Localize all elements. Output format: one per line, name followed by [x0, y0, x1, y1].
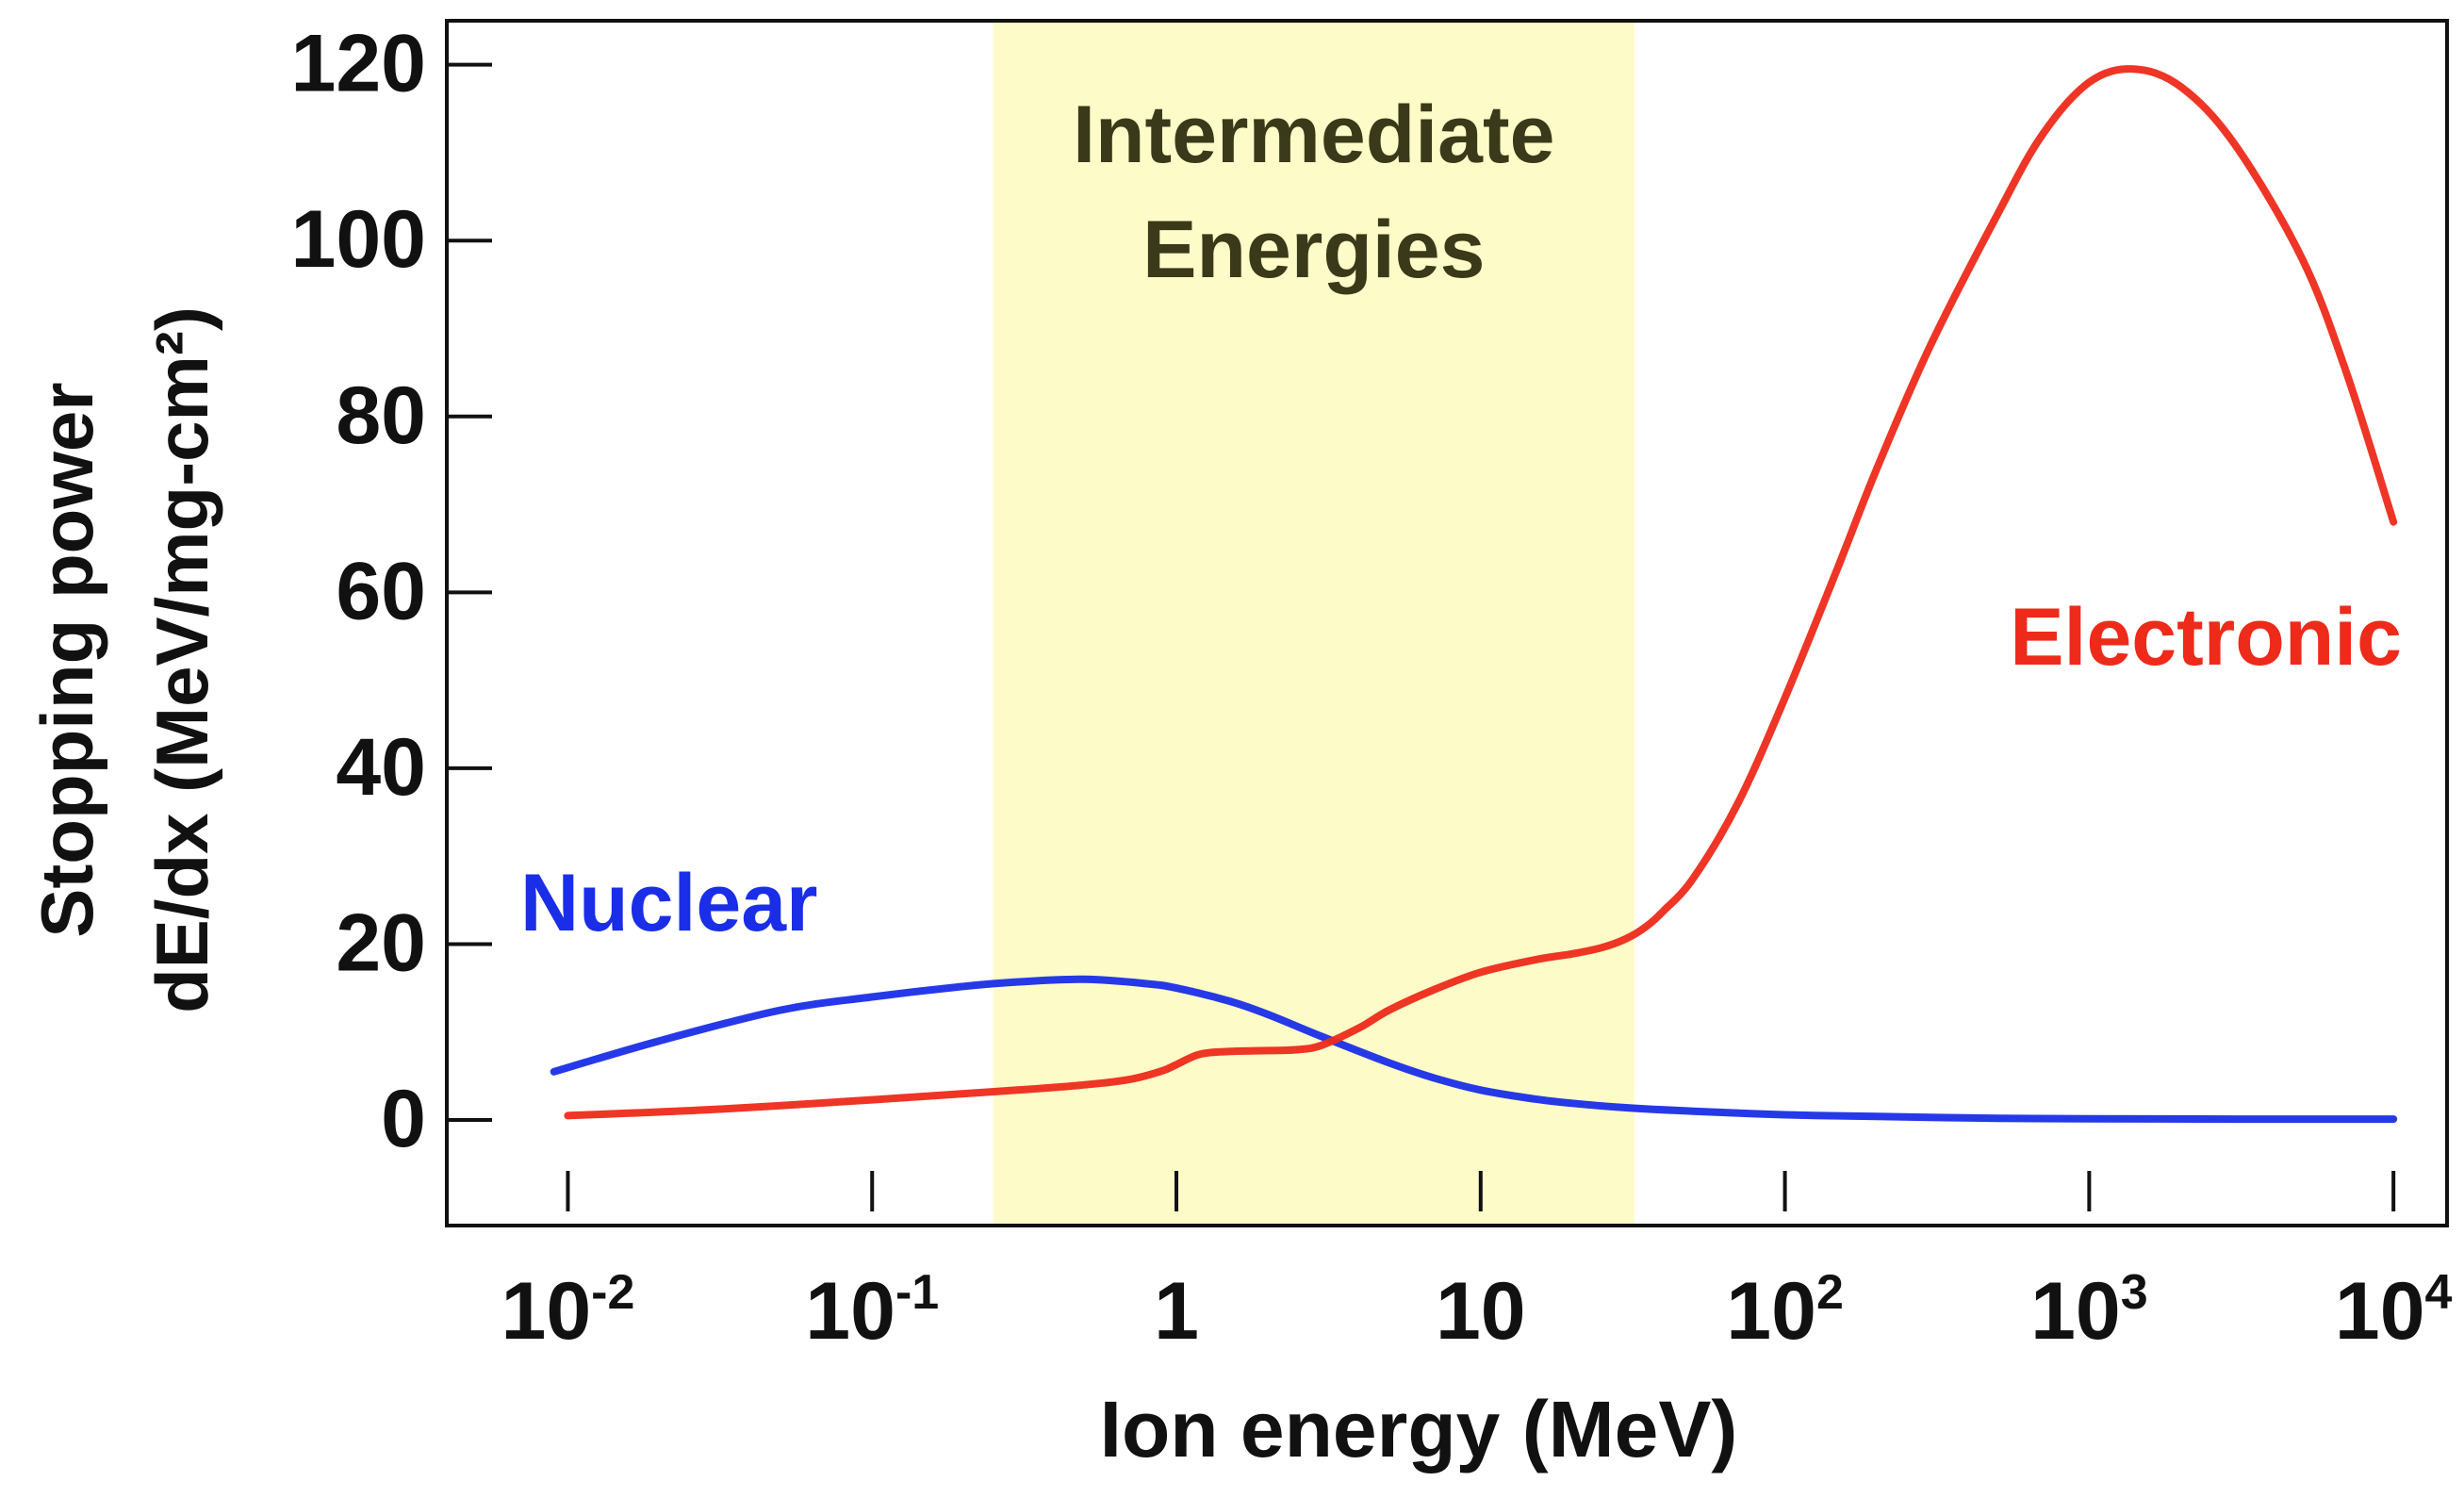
y-tick-label: 40 [336, 722, 426, 813]
y-axis-label-group: Stopping power dE/dx (MeV/mg-cm²) [25, 306, 223, 1013]
series-line-electronic [564, 65, 2398, 1120]
x-axis-label: Ion energy (MeV) [1100, 1385, 1738, 1473]
y-tick-label: 0 [381, 1074, 426, 1164]
y-tick-label: 80 [336, 370, 426, 461]
x-tick-label: 104 [2335, 1265, 2453, 1357]
x-tick-label: 102 [1726, 1265, 1844, 1357]
x-tick-label: 1 [1154, 1266, 1199, 1357]
series-line-nuclear [550, 975, 2398, 1124]
x-tick-label: 10 [1436, 1266, 1526, 1357]
x-tick-label: 10-2 [501, 1265, 634, 1357]
y-tick-label: 120 [291, 19, 427, 109]
region-label-line1: Intermediate [1073, 90, 1554, 180]
y-tick-label: 60 [336, 546, 426, 636]
series-label-electronic: Electronic [2010, 592, 2402, 683]
plot-frame [445, 19, 2449, 1227]
y-tick-label: 20 [336, 897, 426, 988]
region-label-line2: Energies [1142, 205, 1485, 295]
intermediate-region [993, 21, 1634, 1226]
x-tick-label: 10-1 [805, 1265, 939, 1357]
series-label-nuclear: Nuclear [520, 858, 818, 948]
y-tick-label: 100 [291, 194, 427, 285]
y-axis-label-line2: dE/dx (MeV/mg-cm²) [140, 306, 223, 1013]
y-axis-label-line1: Stopping power [25, 382, 108, 937]
x-tick-label: 103 [2030, 1265, 2148, 1357]
